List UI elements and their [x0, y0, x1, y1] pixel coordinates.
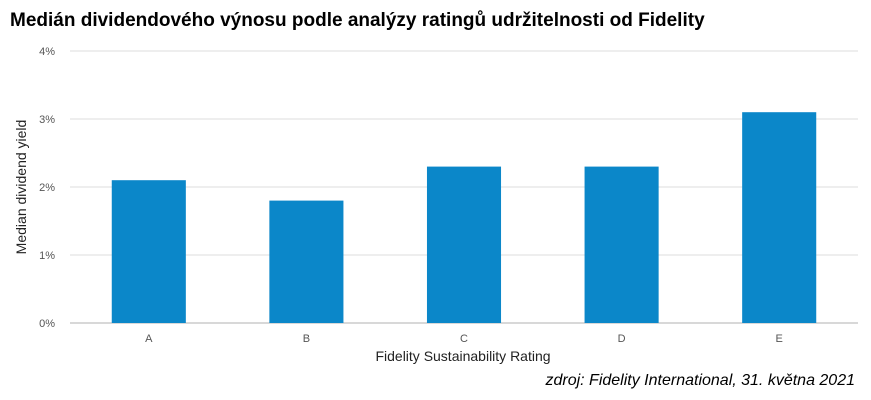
bar-a — [111, 180, 186, 323]
bar-c — [426, 166, 502, 323]
bar-e — [742, 112, 817, 323]
y-tick-label: 0% — [39, 318, 55, 330]
x-tick-label: B — [303, 333, 310, 345]
x-tick-label: D — [618, 333, 626, 345]
y-axis-ticks: 0% 1% 2% 3% 4% — [39, 46, 55, 330]
chart-title: Medián dividendového výnosu podle analýz… — [10, 10, 705, 31]
y-axis-title: Median dividend yield — [13, 120, 29, 255]
bar-d — [584, 166, 659, 323]
bars — [111, 112, 817, 323]
bar-b — [269, 200, 344, 323]
x-tick-label: E — [776, 333, 783, 345]
y-tick-label: 1% — [39, 250, 55, 262]
y-tick-label: 4% — [39, 46, 55, 58]
y-tick-label: 2% — [39, 182, 55, 194]
x-axis-title: Fidelity Sustainability Rating — [375, 348, 550, 364]
x-axis-ticks: A B C D E — [145, 333, 783, 345]
source-note: zdroj: Fidelity International, 31. květn… — [545, 372, 855, 389]
x-tick-label: C — [460, 333, 468, 345]
x-tick-label: A — [145, 333, 153, 345]
y-tick-label: 3% — [39, 114, 55, 126]
